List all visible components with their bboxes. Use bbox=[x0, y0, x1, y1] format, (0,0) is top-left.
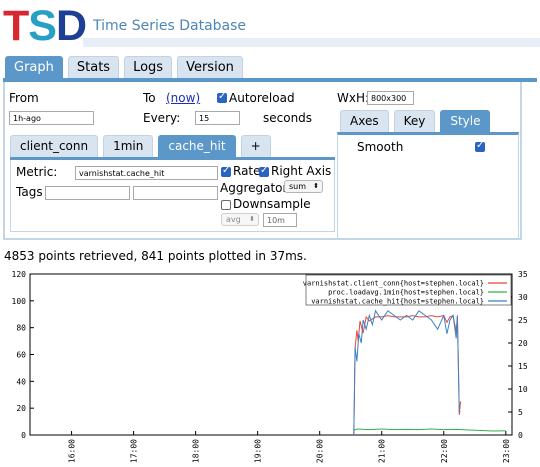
header-bar bbox=[83, 38, 540, 47]
tab-axes[interactable]: Axes bbox=[340, 110, 389, 132]
tab-style[interactable]: Style bbox=[440, 110, 491, 132]
y-right-tick-label: 10 bbox=[518, 385, 528, 394]
x-tick-label: 19:00 bbox=[254, 439, 263, 463]
legend-label-1: varnishstat.client_conn{host=stephen.loc… bbox=[303, 280, 484, 288]
autoreload-checkbox[interactable] bbox=[217, 91, 227, 103]
select-arrows-icon: ⬍ bbox=[249, 215, 255, 223]
from-input[interactable] bbox=[9, 111, 94, 125]
tabbar-underline bbox=[3, 78, 537, 82]
legend-box bbox=[305, 274, 512, 306]
style-panel bbox=[337, 132, 519, 239]
y-left-tick-label: 100 bbox=[12, 297, 27, 306]
wxh-input[interactable] bbox=[367, 91, 414, 105]
series-line-2 bbox=[353, 428, 506, 432]
tsd-logo: T S D bbox=[3, 2, 87, 50]
options-tabs: Axes Key Style bbox=[340, 110, 491, 132]
logo-letter-d: D bbox=[55, 2, 87, 50]
seconds-label: seconds bbox=[263, 111, 313, 125]
y-left-tick-label: 80 bbox=[16, 324, 26, 333]
metric-tab-client-conn[interactable]: client_conn bbox=[10, 135, 99, 157]
rate-label: Rate bbox=[233, 164, 261, 178]
rate-checkbox[interactable] bbox=[221, 165, 231, 177]
tag-key-input[interactable] bbox=[45, 186, 130, 200]
downsample-interval-input[interactable] bbox=[263, 213, 297, 227]
y-left-tick-label: 20 bbox=[16, 404, 26, 413]
metric-panel bbox=[10, 160, 335, 232]
y-right-tick-label: 0 bbox=[518, 431, 523, 440]
x-tick-label: 23:00 bbox=[502, 439, 511, 463]
aggregator-label: Aggregator: bbox=[220, 181, 292, 195]
y-right-tick-label: 15 bbox=[518, 362, 528, 371]
tab-version[interactable]: Version bbox=[177, 56, 243, 78]
y-left-tick-label: 40 bbox=[16, 377, 26, 386]
right-axis-label: Right Axis bbox=[271, 164, 332, 178]
series-line-3 bbox=[353, 309, 461, 436]
smooth-checkbox[interactable] bbox=[475, 140, 485, 152]
tab-stats[interactable]: Stats bbox=[67, 56, 120, 78]
timeseries-graph: 0 20 40 60 80 100 120 0 5 10 15 20 25 30 35 16:00 17:00 1… bbox=[12, 270, 528, 463]
legend-label-3: varnishstat.cache_hit{host=stephen.local… bbox=[311, 298, 484, 306]
downsample-func-select[interactable]: avg ⬍ bbox=[221, 213, 259, 226]
select-arrows-icon: ⬍ bbox=[313, 182, 319, 190]
tab-key[interactable]: Key bbox=[393, 110, 436, 132]
graph-panel bbox=[3, 82, 522, 240]
legend-label-2: proc.loadavg.1min{host=stephen.local} bbox=[328, 289, 484, 297]
logo-letter-s: S bbox=[28, 2, 57, 50]
metric-tab-1min[interactable]: 1min bbox=[103, 135, 154, 157]
right-axis-checkbox[interactable] bbox=[259, 165, 269, 177]
y-right-tick-label: 5 bbox=[518, 408, 523, 417]
aggregator-value: sum bbox=[289, 182, 307, 191]
metric-label: Metric: bbox=[16, 165, 58, 179]
y-right-tick-label: 35 bbox=[518, 270, 528, 279]
x-tick-label: 16:00 bbox=[68, 439, 77, 463]
y-right-tick-label: 25 bbox=[518, 316, 528, 325]
from-label: From bbox=[9, 91, 39, 105]
x-tick-label: 18:00 bbox=[192, 439, 201, 463]
y-left-tick-label: 60 bbox=[16, 351, 26, 360]
every-input[interactable] bbox=[195, 111, 240, 125]
metric-tab-underline bbox=[10, 157, 335, 160]
y-right-tick-label: 20 bbox=[518, 339, 528, 348]
status-text: 4853 points retrieved, 841 points plotte… bbox=[4, 249, 307, 263]
metric-tabs: client_conn 1min cache_hit + bbox=[10, 135, 271, 157]
y-left-tick-label: 0 bbox=[21, 431, 26, 440]
tab-graph[interactable]: Graph bbox=[5, 56, 63, 78]
metric-input[interactable] bbox=[75, 166, 218, 180]
downsample-checkbox[interactable] bbox=[221, 200, 231, 210]
y-left-tick-label: 120 bbox=[12, 270, 27, 279]
tags-label: Tags bbox=[16, 185, 43, 199]
downsample-label: Downsample bbox=[233, 197, 311, 211]
y-right-tick-label: 30 bbox=[518, 293, 528, 302]
x-tick-label: 17:00 bbox=[130, 439, 139, 463]
smooth-label: Smooth bbox=[357, 140, 404, 154]
aggregator-select[interactable]: sum ⬍ bbox=[284, 180, 323, 193]
metric-tab-cache-hit[interactable]: cache_hit bbox=[158, 135, 236, 157]
autoreload-label: Autoreload bbox=[229, 91, 295, 105]
series-line-1 bbox=[353, 314, 461, 436]
every-label: Every: bbox=[143, 111, 181, 125]
x-tick-label: 20:00 bbox=[316, 439, 325, 463]
to-label: To bbox=[143, 91, 156, 105]
main-tabs: Graph Stats Logs Version bbox=[5, 56, 243, 78]
tab-logs[interactable]: Logs bbox=[124, 56, 173, 78]
app-title: Time Series Database bbox=[93, 18, 247, 34]
add-metric-tab[interactable]: + bbox=[240, 135, 271, 157]
x-tick-label: 22:00 bbox=[440, 439, 449, 463]
downsample-func-value: avg bbox=[226, 215, 241, 224]
to-now-link[interactable]: (now) bbox=[166, 91, 201, 105]
x-tick-label: 21:00 bbox=[378, 439, 387, 463]
wxh-label: WxH: bbox=[337, 91, 370, 105]
logo-letter-t: T bbox=[3, 2, 29, 50]
tag-value-input[interactable] bbox=[133, 186, 218, 200]
